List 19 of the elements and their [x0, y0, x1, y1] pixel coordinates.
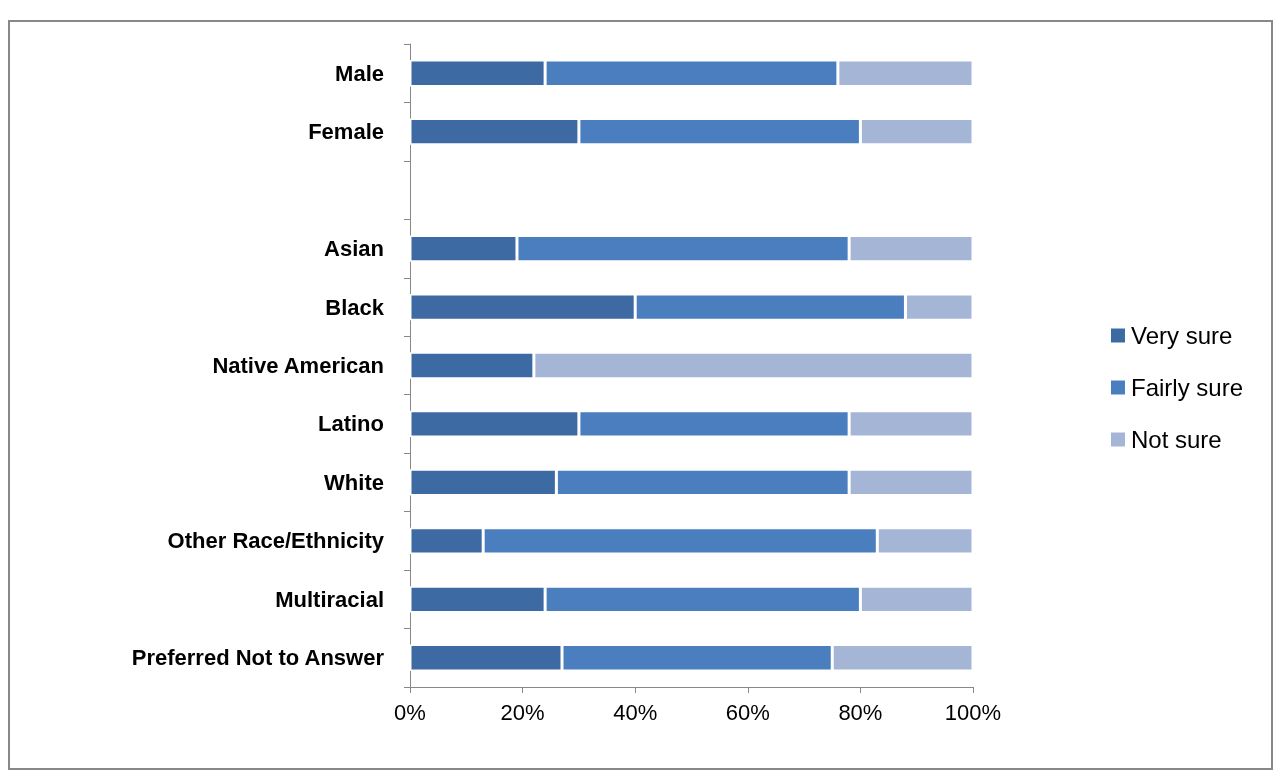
- y-tick-label: Male: [335, 60, 384, 86]
- legend-label: Not sure: [1130, 426, 1222, 453]
- y-tick-label: Black: [325, 294, 385, 320]
- y-tick-label: Female: [308, 119, 384, 145]
- legend-label: Fairly sure: [1130, 374, 1244, 401]
- x-tick-label: 100%: [944, 699, 1002, 725]
- y-tick-label: Asian: [324, 236, 384, 262]
- x-tick-label: 80%: [838, 699, 883, 725]
- x-tick-label: 40%: [613, 699, 658, 725]
- y-tick-label: White: [324, 469, 384, 495]
- x-tick-label: 0%: [394, 699, 426, 725]
- y-tick-label: Preferred Not to Answer: [131, 645, 385, 671]
- y-tick-label: Multiracial: [275, 586, 384, 612]
- y-tick-label: Other Race/Ethnicity: [167, 528, 385, 554]
- legend-label: Very sure: [1130, 322, 1233, 349]
- x-tick-label: 20%: [500, 699, 545, 725]
- x-tick-label: 60%: [725, 699, 770, 725]
- y-tick-label: Latino: [318, 411, 384, 437]
- y-tick-label: Native American: [212, 353, 384, 378]
